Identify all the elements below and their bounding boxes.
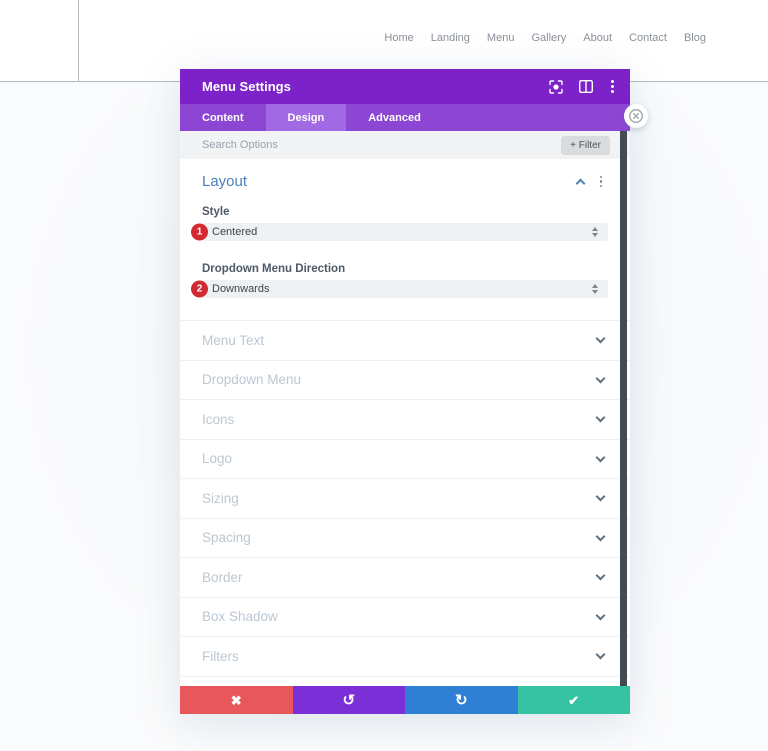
chevron-down-icon <box>595 333 606 344</box>
chevron-up-icon[interactable] <box>575 178 585 189</box>
redo-icon: ↻ <box>454 691 468 709</box>
site-header-divider-vertical <box>78 0 79 82</box>
undo-button[interactable]: ↺ <box>292 686 405 714</box>
section-row-menu-text[interactable]: Menu Text <box>180 321 630 361</box>
section-row-icons[interactable]: Icons <box>180 400 630 440</box>
layout-section-title: Layout <box>202 173 248 190</box>
layout-section-kebab-icon[interactable] <box>598 174 605 190</box>
style-select-value: Centered <box>212 226 258 238</box>
dropdown-direction-label: Dropdown Menu Direction <box>202 263 346 275</box>
section-row-border[interactable]: Border <box>180 558 630 598</box>
style-select[interactable]: Centered <box>202 223 608 241</box>
check-icon: ✔ <box>568 692 580 708</box>
section-row-dropdown-menu[interactable]: Dropdown Menu <box>180 361 630 400</box>
chevron-down-icon <box>595 610 606 621</box>
filter-button[interactable]: + Filter <box>561 135 610 155</box>
modal-scrollbar[interactable] <box>620 131 627 686</box>
section-row-sizing[interactable]: Sizing <box>180 479 630 519</box>
style-field-label: Style <box>202 206 230 218</box>
chevron-down-icon <box>595 452 606 463</box>
nav-item-gallery[interactable]: Gallery <box>531 32 567 44</box>
dropdown-direction-field-group: Dropdown Menu Direction 2 Downwards <box>180 263 630 298</box>
section-row-spacing[interactable]: Spacing <box>180 519 630 558</box>
step-badge-2: 2 <box>191 280 208 298</box>
step-badge-1: 1 <box>191 223 208 241</box>
nav-item-contact[interactable]: Contact <box>629 32 667 44</box>
select-updown-icon <box>592 284 598 294</box>
chevron-down-icon <box>595 570 606 581</box>
nav-item-landing[interactable]: Landing <box>430 32 470 44</box>
dropdown-direction-select[interactable]: Downwards <box>202 280 608 298</box>
chevron-down-icon <box>595 373 606 384</box>
collapsed-sections-list: Menu Text Dropdown Menu Icons Logo Sizin… <box>180 320 630 686</box>
tab-advanced[interactable]: Advanced <box>368 111 421 124</box>
modal-header: Menu Settings <box>180 69 630 104</box>
save-button[interactable]: ✔ <box>517 686 630 714</box>
select-updown-icon <box>592 227 598 237</box>
redo-button[interactable]: ↻ <box>405 686 518 714</box>
panel-layout-icon[interactable] <box>579 80 593 94</box>
layout-section-header[interactable]: Layout <box>180 159 630 200</box>
tab-design[interactable]: Design <box>265 104 347 131</box>
modal-menu-kebab-icon[interactable] <box>609 78 616 95</box>
modal-tabs: Content Design Advanced <box>180 104 630 131</box>
section-row-logo[interactable]: Logo <box>180 440 630 479</box>
section-row-filters[interactable]: Filters <box>180 637 630 677</box>
chevron-down-icon <box>595 649 606 660</box>
menu-settings-modal: Menu Settings Content <box>180 69 630 714</box>
dropdown-direction-select-value: Downwards <box>212 283 270 295</box>
chevron-down-icon <box>595 491 606 502</box>
discard-button[interactable]: ✖ <box>180 686 293 714</box>
style-field-group: Style 1 Centered <box>180 206 630 241</box>
search-options-row: + Filter <box>180 131 630 159</box>
tab-content[interactable]: Content <box>202 111 244 124</box>
chevron-down-icon <box>595 531 606 542</box>
chevron-down-icon <box>595 412 606 423</box>
nav-item-menu[interactable]: Menu <box>486 32 515 44</box>
section-row-transform[interactable]: Transform <box>180 677 630 687</box>
nav-item-about[interactable]: About <box>583 32 613 44</box>
circle-x-icon <box>628 108 644 124</box>
floating-close-button[interactable] <box>624 104 648 128</box>
modal-footer: ✖ ↺ ↻ ✔ <box>180 686 630 714</box>
undo-icon: ↺ <box>342 691 356 709</box>
nav-item-home[interactable]: Home <box>384 32 414 44</box>
site-nav: Home Landing Menu Gallery About Contact … <box>384 32 706 44</box>
modal-title: Menu Settings <box>202 79 291 94</box>
search-input[interactable] <box>202 139 562 151</box>
focus-expand-icon[interactable] <box>549 79 563 94</box>
modal-body: Layout Style 1 Centered Dropdown Menu Di… <box>180 159 630 686</box>
close-icon: ✖ <box>230 692 242 708</box>
nav-item-blog[interactable]: Blog <box>683 32 706 44</box>
section-row-box-shadow[interactable]: Box Shadow <box>180 598 630 637</box>
